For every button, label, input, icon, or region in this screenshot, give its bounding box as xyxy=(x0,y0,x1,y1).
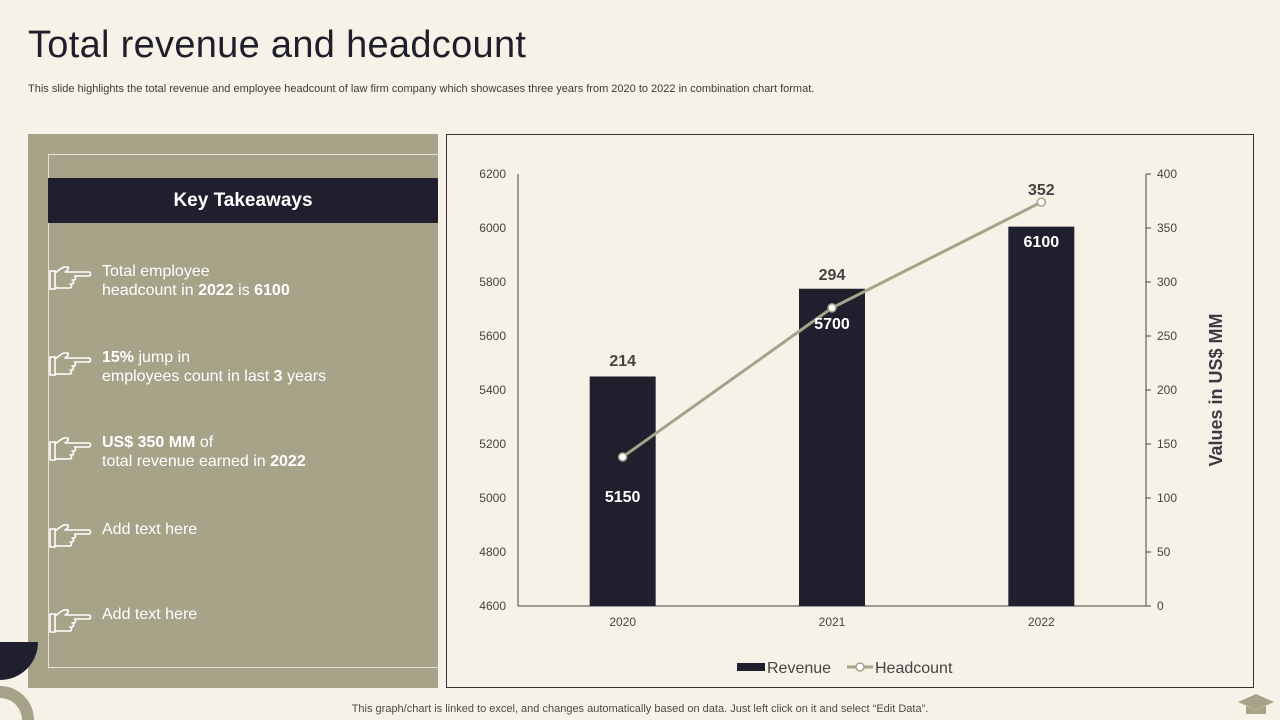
takeaway-text: Total employee headcount in 2022 is 6100 xyxy=(102,262,422,300)
takeaway-item: US$ 350 MM of total revenue earned in 202… xyxy=(48,433,428,483)
legend-revenue-label: Revenue xyxy=(767,660,831,677)
left-tick-label: 5200 xyxy=(479,437,506,451)
takeaway-segment: 6100 xyxy=(254,282,290,299)
revenue-data-label: 6100 xyxy=(1024,234,1060,251)
left-tick-label: 5600 xyxy=(479,329,506,343)
takeaway-segment: years xyxy=(282,368,327,385)
pointing-hand-icon xyxy=(48,262,92,292)
takeaway-segment: jump in xyxy=(134,349,191,366)
takeaway-segment: employees count in last xyxy=(102,368,274,385)
takeaway-segment: Add text here xyxy=(102,606,198,623)
graduation-cap-icon xyxy=(1238,694,1274,714)
takeaway-text: Add text here xyxy=(102,605,422,624)
combo-chart: 4600 4800 5000 5200 5400 5600 5800 6000 6200 0 50 1… xyxy=(446,134,1254,688)
left-tick-label: 5000 xyxy=(479,491,506,505)
takeaway-line: employees count in last 3 years xyxy=(102,367,422,386)
takeaways-frame xyxy=(48,154,438,668)
x-tick-label: 2020 xyxy=(609,615,636,629)
takeaway-line: headcount in 2022 is 6100 xyxy=(102,281,422,300)
left-tick-label: 6200 xyxy=(479,167,506,181)
takeaway-item: Total employee headcount in 2022 is 6100 xyxy=(48,262,428,312)
left-tick-label: 6000 xyxy=(479,221,506,235)
right-tick-label: 300 xyxy=(1157,275,1177,289)
right-tick-label: 50 xyxy=(1157,545,1171,559)
footer-note: This graph/chart is linked to excel, and… xyxy=(351,703,929,715)
takeaway-text: US$ 350 MM of total revenue earned in 202… xyxy=(102,433,422,471)
revenue-bar xyxy=(799,288,865,606)
takeaway-segment: 3 xyxy=(273,368,283,385)
takeaway-item: 15% jump in employees count in last 3 yea… xyxy=(48,348,428,398)
right-tick-label: 350 xyxy=(1157,221,1177,235)
left-tick-label: 4800 xyxy=(479,545,506,559)
takeaway-line: total revenue earned in 2022 xyxy=(102,452,422,471)
takeaway-segment: Add text here xyxy=(102,521,198,538)
right-axis-title: Values in US$ MM xyxy=(1206,313,1226,466)
legend-headcount-label: Headcount xyxy=(875,660,953,677)
takeaway-segment: total revenue earned in xyxy=(102,453,271,470)
takeaway-segment: of xyxy=(195,434,214,451)
takeaway-segment: US$ 350 MM xyxy=(102,434,196,451)
left-tick-label: 5400 xyxy=(479,383,506,397)
x-tick-label: 2022 xyxy=(1028,615,1055,629)
corner-decoration xyxy=(0,642,38,720)
right-tick-label: 0 xyxy=(1157,599,1164,613)
takeaway-text: 15% jump in employees count in last 3 yea… xyxy=(102,348,422,386)
pointing-hand-icon xyxy=(48,520,92,550)
page-title: Total revenue and headcount xyxy=(28,24,527,66)
pointing-hand-icon xyxy=(48,433,92,463)
headcount-point xyxy=(617,452,628,462)
takeaway-line: US$ 350 MM of xyxy=(102,433,422,452)
key-takeaways-header: Key Takeaways xyxy=(48,178,438,223)
page-subtitle: This slide highlights the total revenue … xyxy=(28,83,815,95)
legend-revenue-swatch xyxy=(737,663,765,671)
headcount-point xyxy=(1036,197,1047,207)
revenue-data-label: 5150 xyxy=(605,489,641,506)
takeaway-segment: headcount in xyxy=(102,282,199,299)
pointing-hand-icon xyxy=(48,348,92,378)
right-tick-label: 250 xyxy=(1157,329,1177,343)
left-tick-label: 4600 xyxy=(479,599,506,613)
takeaway-segment: 2022 xyxy=(270,453,306,470)
takeaway-item: Add text here xyxy=(48,605,428,655)
takeaway-item: Add text here xyxy=(48,520,428,570)
takeaway-segment: 2022 xyxy=(198,282,234,299)
revenue-data-label: 5700 xyxy=(814,316,850,333)
takeaway-segment: is xyxy=(233,282,255,299)
legend-headcount-marker xyxy=(855,662,865,672)
chart-svg: 4600 4800 5000 5200 5400 5600 5800 6000 6200 0 50 1… xyxy=(479,167,1226,677)
takeaway-text: Add text here xyxy=(102,520,422,539)
right-tick-label: 200 xyxy=(1157,383,1177,397)
revenue-bar xyxy=(1008,226,1075,606)
key-takeaways-panel: Key Takeaways Total employee headcount in… xyxy=(28,134,438,688)
headcount-point xyxy=(827,303,837,313)
headcount-data-label: 214 xyxy=(609,353,636,370)
headcount-data-label: 294 xyxy=(819,267,846,284)
right-tick-label: 400 xyxy=(1157,167,1177,181)
revenue-bar xyxy=(589,376,656,606)
takeaway-line: Total employee xyxy=(102,262,422,281)
headcount-data-label: 352 xyxy=(1028,182,1055,199)
takeaway-segment: Total employee xyxy=(102,263,210,280)
takeaway-line: Add text here xyxy=(102,520,422,539)
right-tick-label: 150 xyxy=(1157,437,1177,451)
right-tick-label: 100 xyxy=(1157,491,1177,505)
pointing-hand-icon xyxy=(48,605,92,635)
x-tick-label: 2021 xyxy=(819,615,846,629)
takeaway-line: Add text here xyxy=(102,605,422,624)
takeaway-line: 15% jump in xyxy=(102,348,422,367)
takeaway-segment: 15% xyxy=(102,349,135,366)
left-tick-label: 5800 xyxy=(479,275,506,289)
